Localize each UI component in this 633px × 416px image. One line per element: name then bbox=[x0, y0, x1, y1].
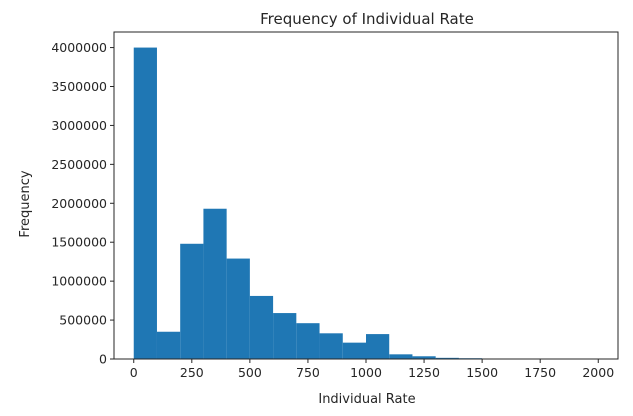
y-tick-label: 4000000 bbox=[51, 40, 107, 55]
histogram-bar bbox=[366, 334, 390, 359]
y-tick-label: 1000000 bbox=[51, 274, 107, 289]
histogram-bar bbox=[273, 313, 297, 359]
histogram-bar bbox=[342, 342, 366, 359]
histogram-bar bbox=[296, 323, 320, 359]
x-tick-label: 750 bbox=[296, 365, 320, 380]
y-tick-label: 2500000 bbox=[51, 157, 107, 172]
bars-layer bbox=[133, 47, 599, 359]
y-tick-label: 2000000 bbox=[51, 196, 107, 211]
histogram-bar bbox=[226, 258, 250, 359]
x-tick-label: 1250 bbox=[408, 365, 440, 380]
y-tick-label: 3500000 bbox=[51, 79, 107, 94]
x-tick-label: 2000 bbox=[582, 365, 614, 380]
histogram-bar bbox=[435, 357, 459, 359]
y-axis-ticks: 0 500000 1000000 1500000 2000000 2500000 30000… bbox=[51, 40, 114, 367]
y-axis-label: Frequency bbox=[18, 170, 33, 237]
histogram-bar bbox=[249, 295, 274, 359]
x-tick-label: 1500 bbox=[466, 365, 498, 380]
y-tick-label: 1500000 bbox=[51, 235, 107, 250]
histogram-bar bbox=[412, 356, 436, 359]
histogram-bar bbox=[156, 331, 181, 359]
y-tick-label: 500000 bbox=[59, 313, 107, 328]
y-tick-label: 0 bbox=[99, 352, 107, 367]
x-tick-label: 250 bbox=[180, 365, 204, 380]
x-tick-label: 500 bbox=[238, 365, 262, 380]
y-tick-label: 3000000 bbox=[51, 118, 107, 133]
histogram-bar bbox=[133, 47, 157, 359]
histogram-bar bbox=[319, 333, 343, 359]
histogram-bar bbox=[389, 354, 413, 359]
x-tick-label: 1750 bbox=[524, 365, 556, 380]
histogram-bar bbox=[203, 208, 227, 359]
x-tick-label: 1000 bbox=[350, 365, 382, 380]
histogram-bar bbox=[180, 243, 204, 359]
x-axis-ticks: 0 250 500 750 1000 1250 1500 1750 2000 bbox=[130, 359, 614, 380]
chart-title: Frequency of Individual Rate bbox=[260, 10, 474, 28]
x-axis-label: Individual Rate bbox=[318, 392, 415, 407]
x-tick-label: 0 bbox=[130, 365, 138, 380]
